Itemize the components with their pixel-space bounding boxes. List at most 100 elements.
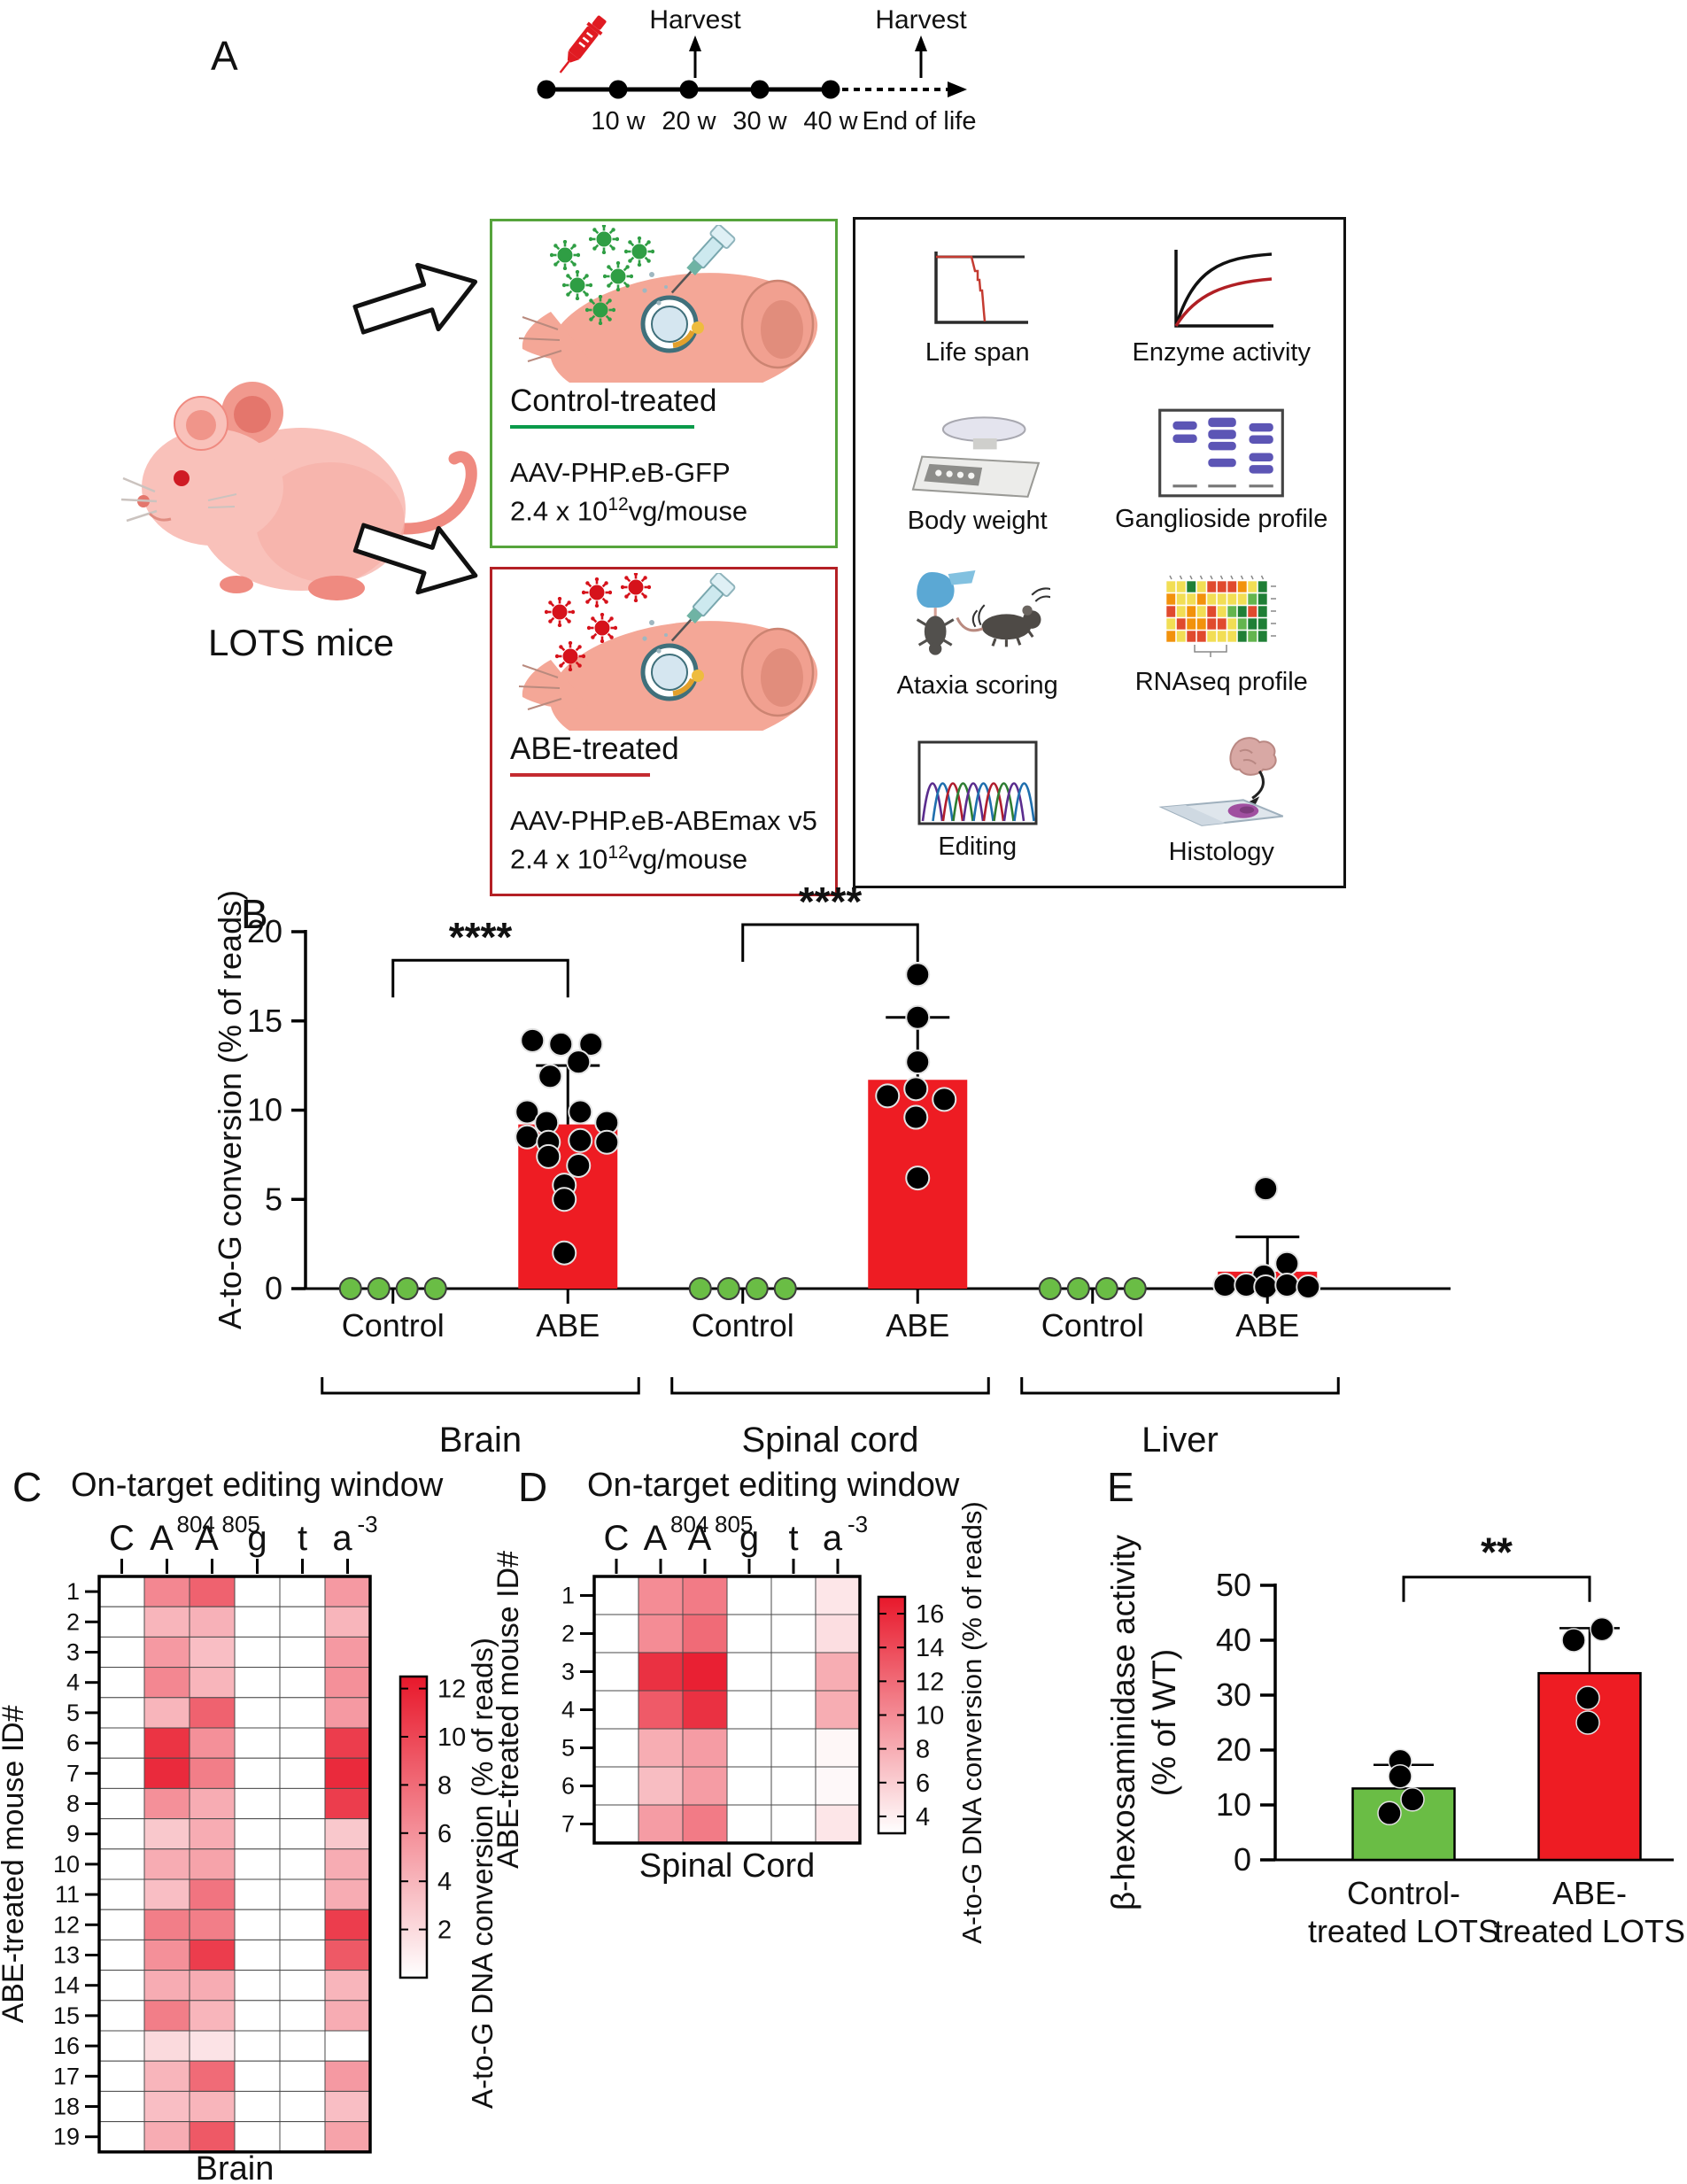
svg-text:0: 0 (1234, 1841, 1251, 1878)
readout-editing: Editing (911, 739, 1044, 862)
svg-text:A: A (150, 1519, 174, 1558)
svg-text:8: 8 (916, 1736, 930, 1764)
abe-box-title: ABE-treated (510, 732, 679, 766)
life-span-icon (934, 251, 1028, 324)
retroorbital-injection-icon (496, 225, 837, 383)
svg-text:A-to-G DNA conversion (% of re: A-to-G DNA conversion (% of reads) (956, 1501, 987, 1944)
readout-ataxia-scoring: Ataxia scoring (897, 569, 1058, 701)
svg-text:10: 10 (247, 1092, 282, 1128)
svg-text:ABE: ABE (536, 1307, 600, 1344)
svg-text:12: 12 (916, 1668, 944, 1696)
readout-life-span: Life span (907, 244, 1049, 368)
svg-text:804: 804 (670, 1511, 708, 1537)
svg-text:17: 17 (53, 2063, 80, 2089)
retroorbital-injection-icon (496, 573, 837, 731)
svg-text:16: 16 (53, 2033, 80, 2059)
abe-title-underline (510, 773, 650, 777)
svg-text:**: ** (1481, 1530, 1513, 1576)
control-title-underline (510, 425, 694, 429)
svg-text:Brain: Brain (196, 2150, 275, 2184)
svg-text:11: 11 (55, 1881, 80, 1908)
svg-text:Liver: Liver (1141, 1421, 1219, 1460)
svg-text:6: 6 (561, 1773, 575, 1800)
svg-text:ABE-treated mouse ID#: ABE-treated mouse ID# (491, 1551, 525, 1869)
svg-text:ABE: ABE (886, 1307, 949, 1344)
svg-text:4: 4 (916, 1803, 930, 1832)
svg-text:2: 2 (66, 1608, 80, 1635)
svg-text:t: t (788, 1519, 798, 1558)
svg-text:9: 9 (66, 1821, 80, 1847)
ganglioside-gel-icon (1158, 408, 1285, 498)
svg-text:40: 40 (1216, 1622, 1251, 1658)
panel-e-chart: β-hexosaminidase activity (% of WT) 0 10 20 3… (1105, 1530, 1685, 1949)
svg-text:2: 2 (437, 1917, 452, 1945)
svg-text:Harvest: Harvest (875, 5, 967, 35)
svg-text:(% of WT): (% of WT) (1146, 1649, 1182, 1796)
svg-text:a: a (332, 1519, 352, 1558)
svg-text:A-to-G conversion (% of reads): A-to-G conversion (% of reads) (212, 890, 248, 1329)
svg-text:805: 805 (222, 1511, 260, 1537)
injection-syringe-icon (559, 15, 607, 74)
svg-text:treated LOTS: treated LOTS (1308, 1913, 1499, 1949)
svg-text:4: 4 (561, 1697, 575, 1723)
svg-text:A: A (688, 1519, 712, 1558)
svg-text:7: 7 (66, 1760, 80, 1786)
control-vector-label: AAV-PHP.eB-GFP (510, 457, 731, 488)
svg-text:20: 20 (247, 913, 282, 949)
svg-text:Control: Control (1041, 1307, 1144, 1344)
svg-text:ABE: ABE (1235, 1307, 1299, 1344)
svg-text:8: 8 (66, 1791, 80, 1817)
svg-text:β-hexosaminidase activity: β-hexosaminidase activity (1105, 1534, 1141, 1910)
histology-slide-icon (1158, 736, 1283, 826)
readouts-panel: Life span Enzyme activity Body weight (853, 217, 1346, 888)
svg-text:4: 4 (437, 1868, 452, 1896)
readout-rnaseq-profile: RNAseq profile (1135, 574, 1308, 697)
svg-text:a: a (823, 1519, 843, 1558)
abe-vector-label: AAV-PHP.eB-ABEmax v5 (510, 805, 817, 836)
svg-text:****: **** (799, 881, 863, 925)
svg-text:10: 10 (1216, 1786, 1251, 1823)
svg-text:C: C (604, 1519, 630, 1558)
svg-text:A: A (644, 1519, 668, 1558)
rnaseq-heatmap-icon (1165, 575, 1277, 657)
svg-text:ABE-treated mouse ID#: ABE-treated mouse ID# (0, 1705, 30, 2023)
readout-enzyme-activity: Enzyme activity (1133, 244, 1311, 368)
readout-ganglioside-profile: Ganglioside profile (1115, 407, 1327, 534)
svg-text:Harvest: Harvest (649, 5, 741, 35)
arrow-to-abe-icon (352, 523, 478, 595)
svg-text:30: 30 (1216, 1677, 1251, 1713)
svg-text:40 w: 40 w (803, 107, 858, 136)
abe-treated-box: ABE-treated AAV-PHP.eB-ABEmax v5 2.4 x 1… (490, 567, 838, 896)
body-weight-scale-icon (911, 415, 1041, 498)
svg-text:805: 805 (715, 1511, 753, 1537)
svg-text:-3: -3 (847, 1511, 868, 1537)
svg-text:A: A (195, 1519, 219, 1558)
svg-text:14: 14 (916, 1634, 944, 1662)
svg-text:6: 6 (916, 1770, 930, 1798)
svg-text:Spinal Cord: Spinal Cord (639, 1847, 816, 1885)
control-dose-label: 2.4 x 1012vg/mouse (510, 494, 748, 527)
svg-text:3: 3 (66, 1639, 80, 1666)
svg-text:6: 6 (437, 1820, 452, 1848)
svg-text:ABE-: ABE- (1552, 1875, 1627, 1911)
ataxia-scoring-icon (917, 569, 1051, 655)
svg-text:5: 5 (66, 1700, 80, 1726)
svg-text:30 w: 30 w (732, 107, 787, 136)
svg-text:Control-: Control- (1347, 1875, 1460, 1911)
svg-text:2: 2 (561, 1621, 575, 1647)
svg-text:10 w: 10 w (591, 107, 646, 136)
panel-a-label: A (211, 33, 238, 79)
svg-text:Control: Control (692, 1307, 794, 1344)
svg-text:4: 4 (66, 1669, 80, 1696)
readout-histology: Histology (1149, 733, 1295, 867)
svg-text:1: 1 (561, 1583, 575, 1609)
abe-dose-label: 2.4 x 1012vg/mouse (510, 842, 748, 875)
enzyme-activity-icon (1174, 249, 1274, 328)
svg-text:g: g (739, 1519, 759, 1558)
panel-e-label: E (1107, 1464, 1134, 1510)
svg-text:7: 7 (561, 1811, 575, 1838)
svg-text:10: 10 (437, 1723, 466, 1752)
svg-text:0: 0 (265, 1270, 282, 1306)
svg-text:15: 15 (247, 1003, 282, 1039)
